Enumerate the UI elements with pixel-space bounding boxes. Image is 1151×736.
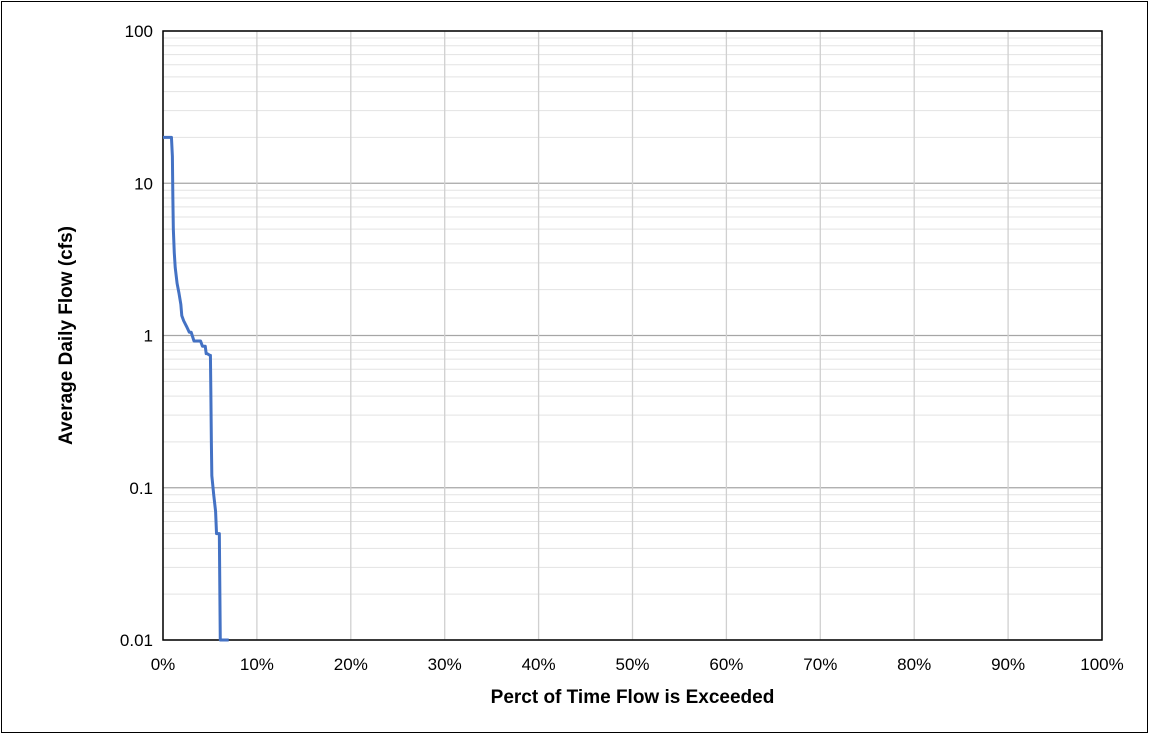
x-axis-ticks: 0% 10% 20% 30% 40% 50% 60% 70% 80% 90% 100% (151, 655, 1124, 674)
x-tick-label: 40% (522, 655, 556, 674)
x-tick-label: 90% (991, 655, 1025, 674)
y-tick-label: 1 (144, 327, 153, 346)
y-tick-label: 10 (134, 174, 153, 193)
x-tick-label: 100% (1080, 655, 1123, 674)
y-axis-title: Average Daily Flow (cfs) (56, 226, 77, 445)
series-line (163, 135, 229, 642)
x-tick-label: 10% (240, 655, 274, 674)
plot-area-border (162, 30, 1103, 641)
gridlines (162, 30, 1103, 641)
x-tick-label: 70% (803, 655, 837, 674)
series-layer (163, 135, 229, 642)
x-tick-label: 0% (151, 655, 176, 674)
x-tick-label: 30% (428, 655, 462, 674)
y-axis-ticks: 0.01 0.1 1 10 100 (120, 22, 153, 650)
x-tick-label: 60% (709, 655, 743, 674)
y-tick-label: 100 (125, 22, 153, 41)
x-tick-label: 50% (615, 655, 649, 674)
x-axis-title: Perct of Time Flow is Exceeded (491, 687, 775, 708)
x-tick-label: 80% (897, 655, 931, 674)
y-tick-label: 0.1 (129, 479, 153, 498)
x-tick-label: 20% (334, 655, 368, 674)
y-tick-label: 0.01 (120, 631, 153, 650)
